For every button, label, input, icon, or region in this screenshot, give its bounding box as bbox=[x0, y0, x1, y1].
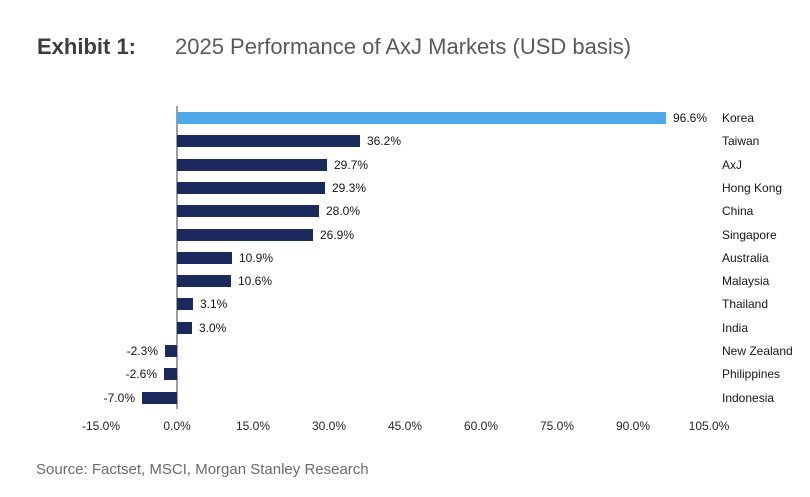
bar-axj bbox=[177, 158, 327, 171]
bar-china bbox=[177, 205, 319, 218]
category-label: New Zealand bbox=[722, 344, 793, 358]
category-label: Taiwan bbox=[722, 134, 760, 149]
value-label: 3.0% bbox=[199, 320, 227, 335]
value-label: -2.6% bbox=[125, 367, 157, 382]
category-label: Australia bbox=[722, 250, 769, 265]
category-label: Malaysia bbox=[722, 274, 770, 289]
category-label: India bbox=[722, 320, 749, 335]
x-tick-label: 60.0% bbox=[463, 419, 499, 433]
x-tick-label: 30.0% bbox=[311, 419, 347, 433]
value-label: 29.3% bbox=[332, 180, 367, 195]
bar-indonesia bbox=[142, 391, 177, 404]
category-label: AxJ bbox=[722, 157, 743, 172]
bar-new-zealand bbox=[165, 345, 177, 357]
value-label: 96.6% bbox=[673, 111, 708, 125]
x-tick-label: 15.0% bbox=[235, 419, 271, 433]
category-label: Singapore bbox=[722, 227, 777, 242]
category-label: China bbox=[722, 204, 754, 219]
x-tick-label: 105.0% bbox=[688, 419, 730, 433]
bar-malaysia bbox=[177, 275, 231, 288]
x-tick-label: -15.0% bbox=[81, 419, 121, 433]
bar-singapore bbox=[177, 228, 313, 241]
bar-philippines bbox=[164, 368, 177, 381]
value-label: 29.7% bbox=[334, 157, 369, 172]
page-title: 2025 Performance of AxJ Markets (USD bas… bbox=[175, 34, 632, 59]
bar-india bbox=[177, 321, 192, 334]
value-label: -7.0% bbox=[103, 390, 135, 405]
category-label: Korea bbox=[722, 111, 755, 125]
value-label: -2.3% bbox=[126, 344, 158, 358]
bar-korea bbox=[177, 112, 666, 124]
value-label: 10.9% bbox=[239, 250, 274, 265]
value-label: 28.0% bbox=[326, 204, 361, 219]
bar-chart: 96.6% Korea 36.2% Taiwan 29.7% AxJ 29.3% Hong K… bbox=[81, 106, 793, 433]
bar-thailand bbox=[177, 298, 193, 311]
category-label: Philippines bbox=[722, 367, 781, 382]
category-label: Hong Kong bbox=[722, 180, 783, 195]
value-label: 26.9% bbox=[320, 227, 355, 242]
x-tick-label: 0.0% bbox=[163, 419, 191, 433]
x-tick-label: 75.0% bbox=[539, 419, 575, 433]
bar-hong-kong bbox=[177, 181, 325, 194]
bar-australia bbox=[177, 251, 232, 264]
bar-taiwan bbox=[177, 135, 360, 148]
exhibit-header: Exhibit 1: 2025 Performance of AxJ Marke… bbox=[0, 34, 810, 64]
value-label: 10.6% bbox=[238, 274, 273, 289]
value-label: 3.1% bbox=[200, 297, 228, 312]
category-label: Thailand bbox=[722, 297, 769, 312]
source-note: Source: Factset, MSCI, Morgan Stanley Re… bbox=[36, 461, 369, 478]
x-tick-label: 45.0% bbox=[387, 419, 423, 433]
exhibit-label: Exhibit 1: bbox=[37, 34, 137, 59]
category-label: Indonesia bbox=[722, 390, 775, 405]
x-tick-label: 90.0% bbox=[615, 419, 651, 433]
value-label: 36.2% bbox=[367, 134, 402, 149]
